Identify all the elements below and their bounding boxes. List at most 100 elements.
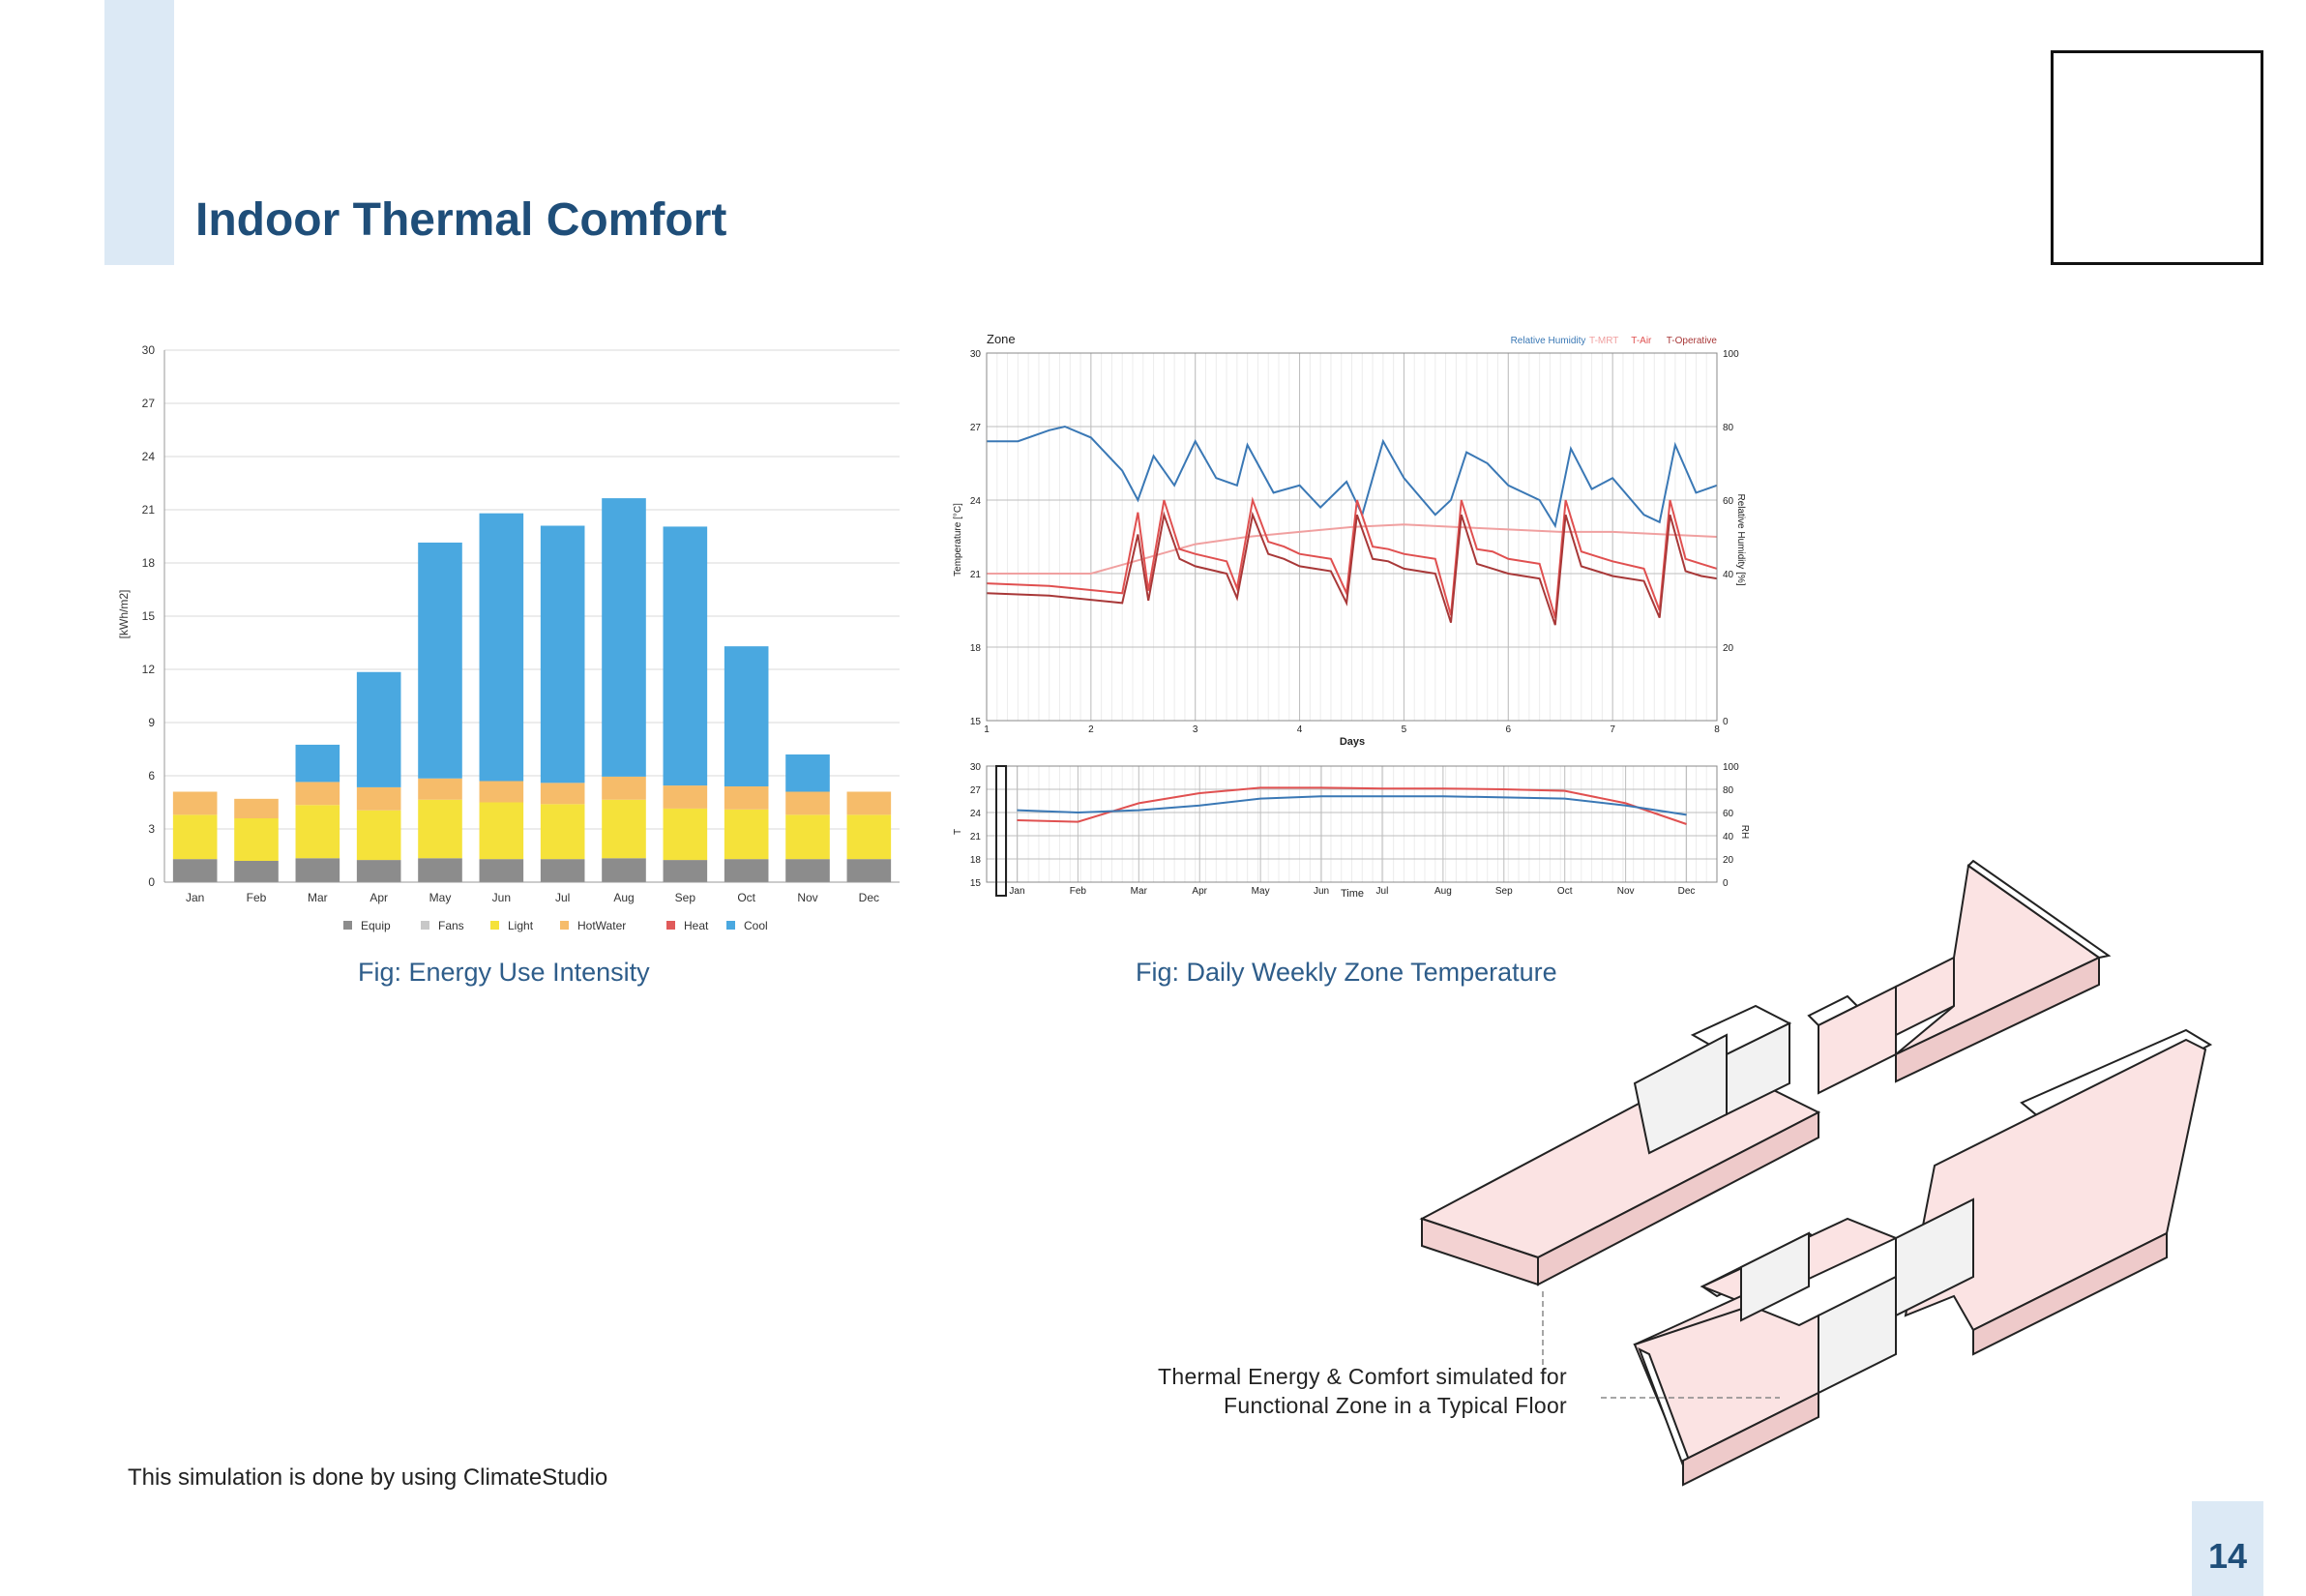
annual-temp-xtick-label: Oct (1557, 886, 1573, 897)
eui-bar-hotwater-jul (540, 783, 585, 805)
eui-ytick-label: 21 (142, 503, 156, 517)
eui-legend-label: Light (508, 919, 534, 932)
accent-bar (104, 0, 174, 265)
eui-bar-equip-jan (172, 859, 218, 882)
eui-bar-equip-may (418, 858, 462, 882)
eui-bar-light-mar (295, 805, 340, 859)
zone-temp-ytick-right-label: 60 (1723, 496, 1734, 507)
zone-temp-ytick-label: 24 (970, 496, 982, 507)
eui-bar-equip-nov (785, 859, 830, 882)
eui-legend-label: Heat (684, 919, 709, 932)
eui-xtick-label: Jan (186, 891, 204, 904)
annual-temp-xtick-label: Nov (1617, 886, 1635, 897)
zone-temp-legend-label: T-MRT (1589, 336, 1618, 346)
eui-bar-light-may (418, 799, 462, 859)
zone-temp-ytick-label: 21 (970, 570, 982, 580)
zone-temp-xtick-label: 7 (1610, 724, 1615, 735)
annual-temp-axes: 15 18 21 24 27 30 0 20 40 60 80 100 Jan Feb Mar Apr May J… (970, 762, 1739, 897)
eui-xtick-label: Oct (737, 891, 755, 904)
zone-temp-chart: 15 18 21 24 27 30 0 20 40 60 80 100 1 2 3 4 5 6 7 8 Zone Da… (953, 332, 1746, 748)
eui-axes: 0 3 6 9 12 15 18 21 24 27 30 Jan Feb Mar Apr May Jun Jul A… (142, 343, 900, 904)
zone-temp-frame (986, 352, 1718, 722)
annual-temp-ytick-right-label: 40 (1723, 832, 1734, 842)
eui-xtick-label: Mar (308, 891, 328, 904)
week-selector[interactable] (995, 765, 1007, 897)
zone-temp-ytick-label: 27 (970, 423, 982, 433)
upper-floor (1419, 859, 2112, 1286)
eui-bar-equip-feb (234, 861, 279, 882)
eui-bar-hotwater-jun (479, 781, 524, 803)
annual-temp-xtick-label: Apr (1192, 886, 1207, 897)
annual-temp-xlabel: Time (1341, 888, 1364, 900)
eui-bar-hotwater-aug (602, 776, 646, 800)
callout-line-2: Functional Zone in a Typical Floor (1224, 1393, 1567, 1418)
annual-temp-ytick-right-label: 0 (1723, 878, 1729, 889)
annual-temp-ytick-label: 27 (970, 785, 982, 796)
eui-bar-hotwater-mar (295, 782, 340, 806)
eui-legend-label: Cool (744, 919, 768, 932)
eui-bar-cool-jul (540, 525, 585, 783)
eui-ytick-label: 27 (142, 397, 156, 410)
eui-bar-cool-nov (785, 754, 830, 792)
annual-temp-ytick-label: 30 (970, 762, 982, 773)
zone-temp-xtick-label: 6 (1506, 724, 1512, 735)
eui-bar-light-oct (724, 809, 769, 860)
eui-bar-cool-mar (295, 744, 340, 783)
eui-bar-light-apr (356, 810, 401, 861)
eui-bar-light-jun (479, 802, 524, 860)
annual-temp-ytick-label: 18 (970, 855, 982, 866)
callout-text: Thermal Energy & Comfort simulated for F… (1064, 1362, 1567, 1420)
eui-bar-hotwater-nov (785, 791, 830, 815)
logo-placeholder (2051, 50, 2263, 265)
annual-temp-ytick-right-label: 20 (1723, 855, 1734, 866)
annual-temp-lines (1017, 786, 1687, 825)
zone-temp-ytick-right-label: 80 (1723, 423, 1734, 433)
eui-bar-light-dec (846, 814, 892, 860)
eui-xtick-label: Feb (247, 891, 267, 904)
annual-temp-xtick-label: Dec (1678, 886, 1696, 897)
eui-bar-light-sep (663, 808, 708, 861)
eui-bar-hotwater-sep (663, 785, 708, 809)
eui-ytick-label: 15 (142, 609, 156, 623)
annual-temp-xtick-label: Jan (1009, 886, 1024, 897)
eui-bar-hotwater-apr (356, 786, 401, 811)
eui-bar-hotwater-may (418, 778, 462, 800)
zone-temp-ylabel-right: Relative Humidity [%] (1735, 493, 1746, 585)
eui-bar-equip-jul (540, 859, 585, 882)
zone-temp-grid (986, 352, 1718, 722)
annual-temp-ytick-right-label: 60 (1723, 809, 1734, 819)
eui-bar-equip-jun (479, 859, 524, 882)
zone-temp-legend-label: Relative Humidity (1511, 336, 1586, 346)
zone-temp-legend-label: T-Operative (1667, 336, 1718, 346)
eui-ytick-label: 12 (142, 663, 156, 676)
eui-bar-hotwater-oct (724, 786, 769, 810)
annual-temp-xtick-label: Feb (1070, 886, 1087, 897)
zone-temp-series-t-mrt (987, 523, 1718, 575)
eui-xtick-label: May (429, 891, 452, 904)
zone-temp-xtick-label: 8 (1714, 724, 1720, 735)
annual-temp-xtick-label: May (1252, 886, 1270, 897)
eui-grid (164, 349, 900, 883)
callout-line-1: Thermal Energy & Comfort simulated for (1158, 1364, 1567, 1389)
eui-bar-cool-may (418, 542, 462, 779)
eui-ytick-label: 0 (148, 875, 155, 889)
eui-legend-swatch (560, 921, 569, 930)
eui-bar-light-aug (602, 799, 646, 859)
page-number-box (2192, 1501, 2263, 1596)
zone-temp-ytick-right-label: 0 (1723, 717, 1729, 727)
zone-temp-lines (986, 425, 1718, 626)
eui-xtick-label: Aug (613, 891, 634, 904)
eui-legend-swatch (343, 921, 352, 930)
zone-temp-ytick-label: 30 (970, 349, 982, 360)
eui-legend-label: Equip (361, 919, 391, 932)
eui-bar-light-jul (540, 804, 585, 860)
eui-xtick-label: Apr (370, 891, 388, 904)
zone-temp-xtick-label: 1 (984, 724, 990, 735)
eui-bar-equip-aug (602, 858, 646, 882)
zone-temp-xtick-label: 4 (1297, 724, 1303, 735)
zone-temp-xtick-label: 2 (1088, 724, 1094, 735)
zone-temp-axes: 15 18 21 24 27 30 0 20 40 60 80 100 1 2 3 4 5 6 7 8 (970, 349, 1739, 735)
eui-ytick-label: 9 (148, 716, 155, 729)
eui-legend-swatch (726, 921, 735, 930)
